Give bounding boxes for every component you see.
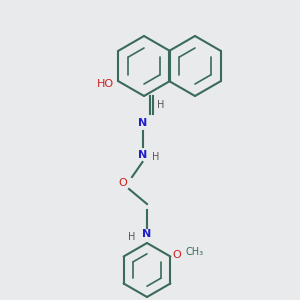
Text: N: N [138, 149, 147, 160]
Text: H: H [128, 232, 136, 242]
Text: O: O [118, 178, 127, 188]
Text: O: O [172, 250, 182, 260]
Text: H: H [152, 152, 160, 163]
Text: CH₃: CH₃ [186, 247, 204, 257]
Text: N: N [142, 229, 152, 239]
Text: N: N [138, 118, 147, 128]
Text: HO: HO [96, 79, 114, 89]
Text: H: H [157, 100, 164, 110]
